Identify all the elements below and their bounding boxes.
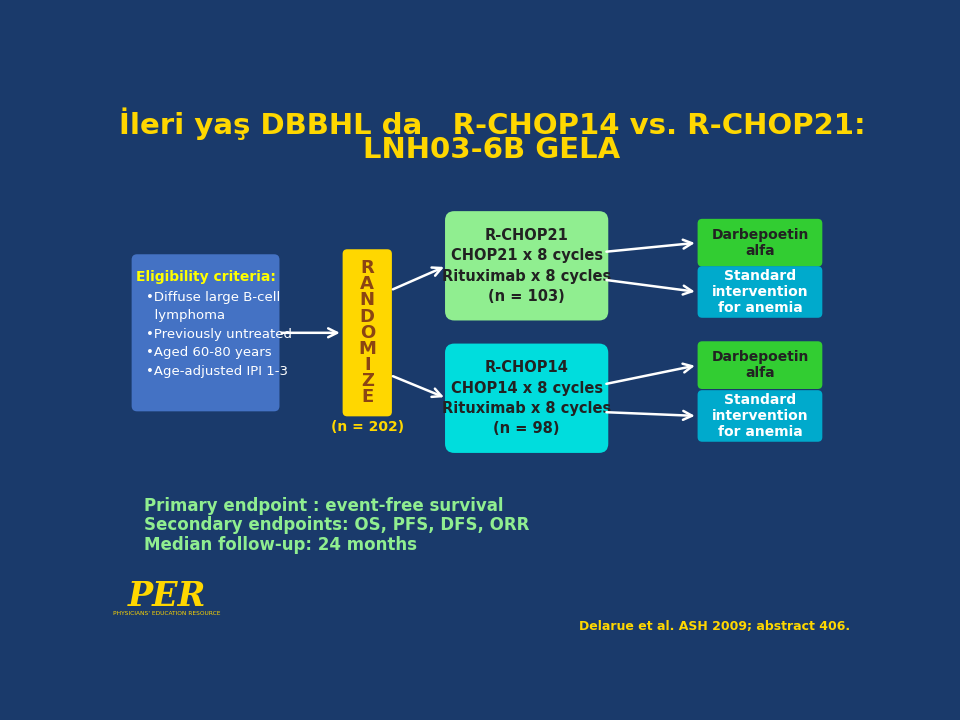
FancyBboxPatch shape: [698, 390, 823, 442]
Text: •Diffuse large B-cell: •Diffuse large B-cell: [146, 291, 280, 304]
Text: (n = 202): (n = 202): [330, 420, 404, 434]
Text: I: I: [364, 356, 371, 374]
FancyBboxPatch shape: [445, 211, 609, 320]
Text: İleri yaş DBBHL da   R-CHOP14 vs. R-CHOP21:: İleri yaş DBBHL da R-CHOP14 vs. R-CHOP21…: [119, 107, 865, 140]
Text: Standard
intervention
for anemia: Standard intervention for anemia: [711, 269, 808, 315]
Text: Standard
intervention
for anemia: Standard intervention for anemia: [711, 393, 808, 439]
Text: Darbepoetin
alfa: Darbepoetin alfa: [711, 350, 808, 380]
Text: R-CHOP21
CHOP21 x 8 cycles
Rituximab x 8 cycles
(n = 103): R-CHOP21 CHOP21 x 8 cycles Rituximab x 8…: [442, 228, 612, 304]
FancyBboxPatch shape: [132, 254, 279, 411]
FancyBboxPatch shape: [445, 343, 609, 453]
Text: R-CHOP14
CHOP14 x 8 cycles
Rituximab x 8 cycles
(n = 98): R-CHOP14 CHOP14 x 8 cycles Rituximab x 8…: [442, 360, 612, 436]
Text: Z: Z: [361, 372, 373, 390]
Text: R: R: [360, 259, 374, 277]
Text: lymphoma: lymphoma: [146, 310, 226, 323]
Text: •Age-adjusted IPI 1-3: •Age-adjusted IPI 1-3: [146, 365, 288, 378]
FancyBboxPatch shape: [698, 266, 823, 318]
Text: LNH03-6B GELA: LNH03-6B GELA: [364, 135, 620, 163]
Text: N: N: [360, 292, 374, 310]
Text: Darbepoetin
alfa: Darbepoetin alfa: [711, 228, 808, 258]
FancyBboxPatch shape: [343, 249, 392, 416]
Text: Median follow-up: 24 months: Median follow-up: 24 months: [144, 536, 417, 554]
Text: PHYSICIANS' EDUCATION RESOURCE: PHYSICIANS' EDUCATION RESOURCE: [113, 611, 221, 616]
Text: Eligibility criteria:: Eligibility criteria:: [135, 270, 276, 284]
Text: E: E: [361, 389, 373, 407]
Text: D: D: [360, 307, 374, 325]
Text: PER: PER: [128, 580, 206, 613]
Text: •Aged 60-80 years: •Aged 60-80 years: [146, 346, 272, 359]
Text: Secondary endpoints: OS, PFS, DFS, ORR: Secondary endpoints: OS, PFS, DFS, ORR: [144, 516, 529, 534]
Text: A: A: [360, 275, 374, 293]
Text: Primary endpoint : event-free survival: Primary endpoint : event-free survival: [144, 497, 503, 515]
FancyBboxPatch shape: [698, 341, 823, 389]
Text: M: M: [358, 340, 376, 358]
Text: •Previously untreated: •Previously untreated: [146, 328, 292, 341]
FancyBboxPatch shape: [698, 219, 823, 266]
Text: O: O: [360, 324, 375, 342]
Text: Delarue et al. ASH 2009; abstract 406.: Delarue et al. ASH 2009; abstract 406.: [579, 621, 850, 634]
